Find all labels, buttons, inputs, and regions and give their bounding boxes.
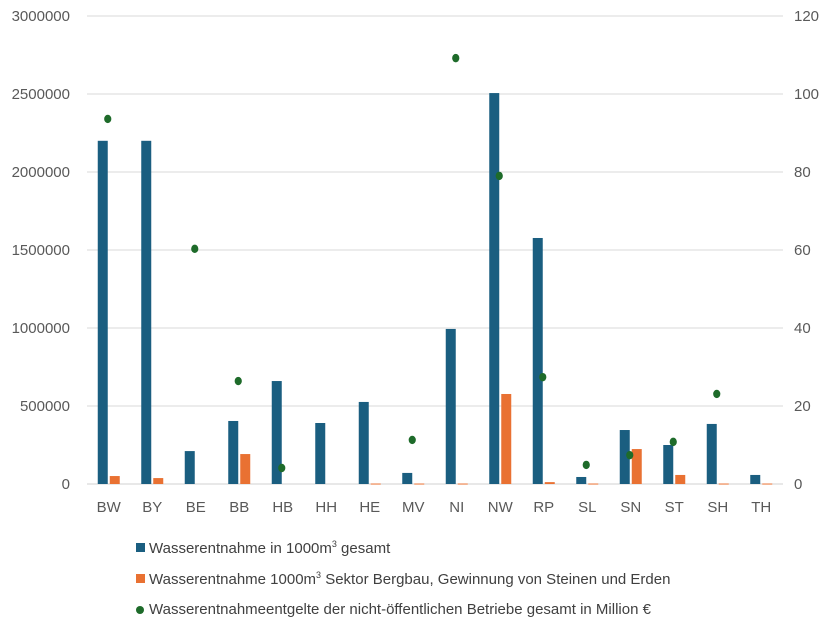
bar-mining bbox=[240, 454, 251, 484]
bar-mining bbox=[544, 482, 555, 484]
x-tick-label: MV bbox=[402, 499, 425, 516]
point-fees bbox=[452, 53, 460, 63]
legend-label: Wasserentnahme in 1000m3 gesamt bbox=[149, 538, 391, 557]
x-tick-label: BY bbox=[142, 499, 162, 516]
x-tick-label: HE bbox=[359, 499, 380, 516]
point-fees bbox=[582, 460, 590, 470]
bar-mining bbox=[153, 478, 164, 484]
y-right-tick-label: 80 bbox=[794, 164, 811, 181]
y-left-tick-label: 3000000 bbox=[12, 8, 70, 25]
bar-mining bbox=[109, 476, 120, 484]
bar-total bbox=[402, 472, 413, 484]
bar-mining bbox=[588, 483, 599, 485]
y-left-tick-label: 0 bbox=[62, 476, 70, 493]
bar-total bbox=[619, 430, 630, 484]
x-tick-label: TH bbox=[751, 499, 771, 516]
point-fees bbox=[626, 450, 634, 460]
legend-item-total[interactable]: Wasserentnahme in 1000m3 gesamt bbox=[136, 532, 670, 563]
x-tick-label: SL bbox=[578, 499, 596, 516]
x-tick-label: BW bbox=[97, 499, 122, 516]
y-right-tick-label: 100 bbox=[794, 86, 819, 103]
bar-total bbox=[271, 381, 282, 484]
bar-total bbox=[576, 476, 587, 484]
y-right-tick-label: 20 bbox=[794, 398, 811, 415]
x-tick-label: HH bbox=[315, 499, 337, 516]
bar-mining bbox=[457, 483, 468, 485]
bar-mining bbox=[631, 449, 642, 484]
point-fees bbox=[104, 114, 112, 124]
bar-mining bbox=[762, 483, 773, 485]
point-fees bbox=[539, 372, 547, 382]
x-tick-label: NW bbox=[488, 499, 514, 516]
x-tick-label: NI bbox=[449, 499, 464, 516]
y-left-tick-label: 2500000 bbox=[12, 86, 70, 103]
point-fees bbox=[234, 376, 242, 386]
legend-swatch-orange bbox=[136, 574, 145, 583]
legend-marker-dot bbox=[136, 605, 144, 614]
bar-mining bbox=[675, 474, 686, 484]
bar-total bbox=[228, 420, 239, 484]
point-fees bbox=[495, 171, 503, 181]
x-tick-label: SN bbox=[620, 499, 641, 516]
bar-mining bbox=[501, 393, 512, 484]
bar-total bbox=[706, 423, 717, 484]
x-tick-label: BE bbox=[186, 499, 206, 516]
x-tick-label: HB bbox=[272, 499, 293, 516]
point-fees bbox=[191, 244, 199, 254]
y-left-tick-label: 1500000 bbox=[12, 242, 70, 259]
legend: Wasserentnahme in 1000m3 gesamt Wasseren… bbox=[136, 532, 670, 625]
bar-total bbox=[663, 445, 674, 484]
x-tick-label: ST bbox=[665, 499, 684, 516]
bar-total bbox=[750, 474, 761, 484]
legend-item-mining[interactable]: Wasserentnahme 1000m3 Sektor Bergbau, Ge… bbox=[136, 563, 670, 594]
bar-mining bbox=[370, 483, 381, 485]
y-left-tick-label: 2000000 bbox=[12, 164, 70, 181]
bar-total bbox=[532, 237, 543, 484]
point-fees bbox=[669, 437, 677, 447]
bar-total bbox=[141, 140, 152, 485]
point-fees bbox=[713, 389, 721, 399]
legend-label: Wasserentnahmeentgelte der nicht-öffentl… bbox=[149, 601, 651, 618]
x-tick-label: RP bbox=[533, 499, 554, 516]
y-right-tick-label: 120 bbox=[794, 8, 819, 25]
bar-total bbox=[184, 451, 195, 484]
bar-mining bbox=[718, 483, 729, 485]
bar-total bbox=[445, 328, 456, 484]
y-right-tick-label: 40 bbox=[794, 320, 811, 337]
y-right-tick-label: 0 bbox=[794, 476, 802, 493]
point-fees bbox=[278, 463, 286, 473]
legend-label: Wasserentnahme 1000m3 Sektor Bergbau, Ge… bbox=[149, 569, 671, 588]
point-fees bbox=[408, 435, 416, 445]
bar-total bbox=[489, 93, 500, 485]
bar-total bbox=[315, 423, 326, 484]
y-right-tick-label: 60 bbox=[794, 242, 811, 259]
x-tick-label: BB bbox=[229, 499, 249, 516]
x-tick-label: SH bbox=[707, 499, 728, 516]
legend-item-fees[interactable]: Wasserentnahmeentgelte der nicht-öffentl… bbox=[136, 594, 670, 625]
bar-mining bbox=[414, 483, 425, 485]
legend-swatch-blue bbox=[136, 543, 145, 552]
y-left-tick-label: 1000000 bbox=[12, 320, 70, 337]
y-left-tick-label: 500000 bbox=[20, 398, 70, 415]
bar-total bbox=[97, 140, 108, 485]
bar-total bbox=[358, 401, 369, 484]
